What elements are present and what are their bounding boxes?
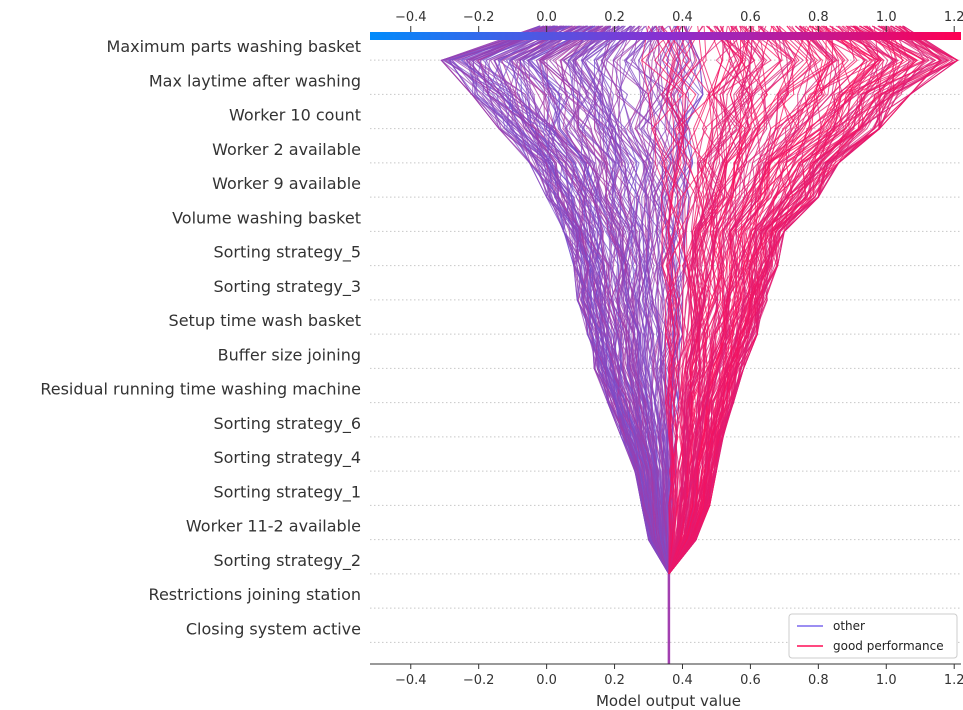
decision-line-good-performance <box>668 25 765 643</box>
decision-line-other <box>473 25 670 643</box>
decision-line-other <box>466 25 670 643</box>
feature-label: Sorting strategy_1 <box>213 482 361 502</box>
decision-line-other <box>630 25 676 643</box>
decision-line-good-performance <box>668 25 900 643</box>
feature-label: Residual running time washing machine <box>40 380 361 399</box>
legend: other good performance <box>788 613 958 659</box>
x-tick-label-bottom: 1.0 <box>876 673 897 688</box>
decision-line-other <box>447 25 670 643</box>
x-axis-title: Model output value <box>596 692 741 710</box>
feature-label: Closing system active <box>186 619 361 638</box>
x-tick-label-bottom: 0.6 <box>740 673 761 688</box>
decision-line-other <box>451 25 670 643</box>
decision-line-good-performance <box>668 25 917 643</box>
decision-line-other <box>493 25 670 643</box>
decision-line-good-performance <box>660 25 692 643</box>
colorbar <box>370 32 961 40</box>
decision-line-good-performance <box>668 25 764 643</box>
colorbar-strip <box>370 32 961 40</box>
feature-label: Sorting strategy_3 <box>213 277 361 297</box>
decision-line-good-performance <box>668 25 797 643</box>
decision-lines <box>440 25 959 643</box>
decision-line-other <box>535 25 670 643</box>
feature-label: Sorting strategy_4 <box>213 448 361 468</box>
x-tick-label-bottom: 0.2 <box>604 673 625 688</box>
x-tick-label-bottom: 0.4 <box>672 673 693 688</box>
x-tick-label-top: −0.2 <box>463 10 495 25</box>
decision-line-good-performance <box>668 25 915 643</box>
decision-line-good-performance <box>662 25 697 643</box>
x-tick-label-top: 0.8 <box>808 10 829 25</box>
x-tick-label-bottom: 0.0 <box>536 673 557 688</box>
decision-line-other <box>541 25 670 643</box>
feature-labels: Maximum parts washing basket Max laytime … <box>40 37 361 638</box>
decision-line-good-performance <box>668 25 873 643</box>
x-tick-label-top: 1.2 <box>944 10 963 25</box>
feature-label: Setup time wash basket <box>169 311 361 330</box>
x-tick-label-bottom: 1.2 <box>944 673 963 688</box>
feature-label: Sorting strategy_6 <box>213 414 361 434</box>
decision-line-other <box>514 25 670 643</box>
feature-label: Worker 2 available <box>212 140 361 159</box>
feature-label: Maximum parts washing basket <box>107 37 361 56</box>
decision-line-good-performance <box>668 25 855 643</box>
decision-line-good-performance <box>668 25 745 643</box>
decision-line-good-performance <box>668 25 955 643</box>
decision-line-good-performance <box>668 25 826 643</box>
x-tick-label-top: −0.4 <box>395 10 427 25</box>
decision-line-good-performance <box>668 25 879 643</box>
feature-label: Worker 10 count <box>229 106 361 125</box>
feature-label: Restrictions joining station <box>149 585 361 604</box>
decision-line-good-performance <box>665 25 704 643</box>
decision-line-other <box>578 25 670 643</box>
legend-entry: good performance <box>833 639 944 653</box>
feature-label: Max laytime after washing <box>149 71 361 90</box>
x-tick-label-top: 0.4 <box>672 10 693 25</box>
feature-label: Volume washing basket <box>172 208 361 227</box>
decision-line-other <box>633 25 670 643</box>
decision-line-good-performance <box>668 25 934 643</box>
x-tick-label-top: 0.0 <box>536 10 557 25</box>
feature-label: Worker 11-2 available <box>186 517 361 536</box>
decision-line-good-performance <box>655 25 689 643</box>
legend-box <box>788 613 958 659</box>
decision-line-good-performance <box>668 25 738 643</box>
x-tick-label-top: 0.6 <box>740 10 761 25</box>
x-tick-label-bottom: −0.4 <box>395 673 427 688</box>
feature-label: Worker 9 available <box>212 174 361 193</box>
decision-line-other <box>619 25 670 643</box>
legend-entry: other <box>833 619 865 633</box>
feature-label: Buffer size joining <box>218 345 361 364</box>
feature-label: Sorting strategy_2 <box>213 551 361 571</box>
decision-line-good-performance <box>668 25 752 643</box>
x-tick-label-bottom: −0.2 <box>463 673 495 688</box>
decision-line-other <box>527 25 670 643</box>
decision-line-other <box>582 25 670 643</box>
decision-line-other <box>570 25 670 643</box>
x-tick-label-top: 1.0 <box>876 10 897 25</box>
x-tick-label-bottom: 0.8 <box>808 673 829 688</box>
decision-line-other <box>595 25 670 643</box>
decision-line-good-performance <box>652 25 677 643</box>
x-tick-label-top: 0.2 <box>604 10 625 25</box>
feature-label: Sorting strategy_5 <box>213 243 361 263</box>
x-axis: −0.4 −0.4 −0.2 −0.2 0.0 0.0 0.2 0.2 0.4 0.4 0.6 0.6… <box>370 10 963 710</box>
